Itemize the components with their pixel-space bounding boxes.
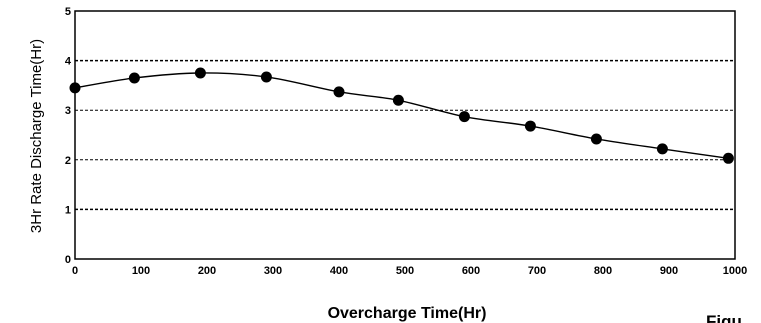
x-tick-label: 700 (528, 265, 546, 277)
data-point (194, 67, 206, 79)
x-tick-label: 300 (264, 265, 282, 277)
data-point (590, 133, 602, 145)
y-tick-label: 2 (65, 155, 71, 167)
y-tick-label: 5 (65, 6, 71, 18)
y-tick-label: 0 (65, 254, 71, 266)
gridlines (75, 59, 735, 211)
x-tick-label: 200 (198, 265, 216, 277)
y-tick-label: 4 (65, 56, 72, 68)
data-point (260, 71, 272, 83)
data-point (69, 82, 81, 94)
plot-frame (74, 10, 736, 260)
series-path (74, 72, 729, 160)
y-tick-labels: 0 1 2 3 4 5 (65, 6, 72, 266)
x-tick-label: 900 (660, 265, 678, 277)
data-point (524, 120, 536, 132)
x-tick-label: 400 (330, 265, 348, 277)
data-point (333, 86, 345, 98)
x-tick-label: 1000 (723, 265, 747, 277)
data-point (458, 111, 470, 123)
data-point (392, 94, 404, 106)
x-tick-label: 0 (72, 265, 78, 277)
x-tick-label: 600 (462, 265, 480, 277)
y-axis-title: 3Hr Rate Discharge Time(Hr) (28, 39, 45, 233)
x-tick-label: 500 (396, 265, 414, 277)
y-tick-label: 3 (65, 105, 71, 117)
data-point (722, 152, 734, 164)
x-tick-label: 100 (132, 265, 150, 277)
y-tick-label: 1 (65, 204, 71, 216)
data-point (128, 72, 140, 84)
x-tick-labels: 0 100 200 300 400 500 600 700 800 900 1000 (72, 265, 747, 277)
series-line (69, 67, 734, 164)
x-axis-title: Overcharge Time(Hr) (328, 305, 487, 322)
x-tick-label: 800 (594, 265, 612, 277)
figure-caption-fragment: Figu (706, 312, 742, 323)
data-point (656, 143, 668, 155)
